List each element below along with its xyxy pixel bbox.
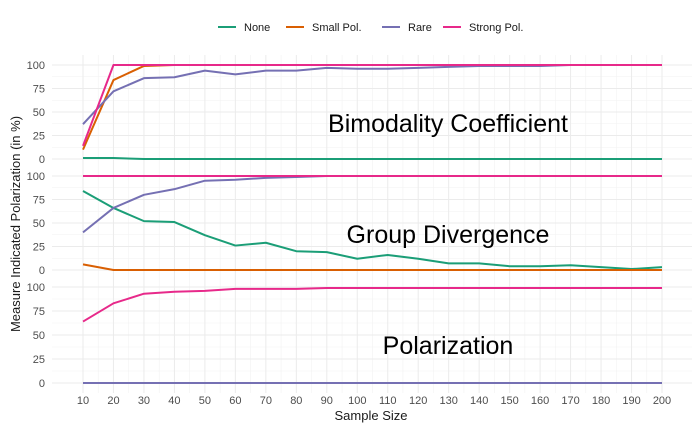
y-tick-label: 25 [33,131,45,143]
x-tick-label: 200 [653,395,671,407]
legend-item-none: None [218,22,270,34]
panel-label: Group Divergence [347,221,550,249]
series-line-none [83,157,662,160]
x-tick-label: 150 [500,395,518,407]
x-tick-label: 110 [379,395,397,407]
legend-label: Rare [408,22,432,34]
x-tick-label: 160 [531,395,549,407]
x-axis-title: Sample Size [335,408,408,423]
y-tick-label: 100 [27,60,45,72]
legend-label: Small Pol. [312,22,362,34]
legend-item-small-pol: Small Pol. [286,22,362,34]
y-tick-label: 75 [33,84,45,96]
x-tick-label: 90 [321,395,333,407]
x-tick-label: 170 [561,395,579,407]
x-tick-label: 40 [168,395,180,407]
y-tick-label: 50 [33,107,45,119]
y-tick-label: 0 [39,154,45,166]
y-tick-label: 0 [39,378,45,390]
legend-label: Strong Pol. [469,22,523,34]
x-tick-label: 70 [260,395,272,407]
panel-polarization: 0 25 50 75 100 Polarization [27,278,692,393]
x-tick-label: 60 [229,395,241,407]
series-line-none [82,190,663,271]
y-tick-label: 50 [33,218,45,230]
x-tick-label: 130 [440,395,458,407]
series-line-strong-pol [82,64,662,147]
panel-bimodality-coefficient: 0 25 50 75 100 Bimodality Coefficient [27,55,692,167]
legend-label: None [244,22,270,34]
chart-panels: 0 25 50 75 100 Bimodality Coefficient 0 25 50 75 1… [27,55,692,393]
x-tick-label: 20 [107,395,119,407]
series-line-strong-pol [82,286,662,323]
legend: None Small Pol. Rare Strong Pol. [218,22,523,34]
x-axis: 10 20 30 40 50 60 70 80 90 100 110 120 130 140 150 160 1… [77,395,671,407]
panel-group-divergence: 0 25 50 75 100 Group Divergence [27,167,692,278]
y-tick-label: 25 [33,354,45,366]
x-tick-label: 180 [592,395,610,407]
y-tick-label: 25 [33,242,45,254]
y-tick-label: 50 [33,330,45,342]
x-tick-label: 10 [77,395,89,407]
y-tick-label: 75 [33,195,45,207]
x-tick-label: 50 [199,395,211,407]
x-tick-label: 30 [138,395,150,407]
panel-label: Bimodality Coefficient [328,110,568,138]
y-axis-title: Measure Indicated Polarization (in %) [8,116,23,332]
y-tick-label: 75 [33,306,45,318]
legend-item-rare: Rare [382,22,432,34]
x-tick-label: 140 [470,395,488,407]
x-tick-label: 190 [622,395,640,407]
y-tick-label: 0 [39,265,45,277]
x-tick-label: 80 [290,395,302,407]
series-line-small-pol [82,263,662,271]
legend-item-strong-pol: Strong Pol. [443,22,523,34]
x-tick-label: 100 [348,395,366,407]
x-tick-label: 120 [409,395,427,407]
panel-label: Polarization [383,332,514,360]
y-tick-label: 100 [27,282,45,294]
y-tick-label: 100 [27,171,45,183]
